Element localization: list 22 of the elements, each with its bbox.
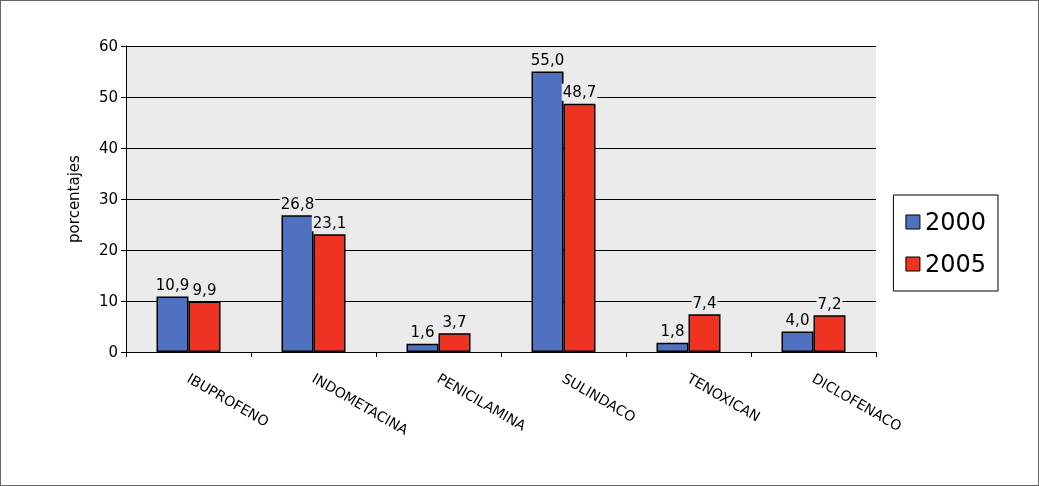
y-tick-label: 40 bbox=[98, 139, 118, 157]
data-label: 10,9 bbox=[155, 275, 190, 294]
data-label: 1,6 bbox=[410, 323, 435, 342]
data-label: 26,8 bbox=[280, 194, 315, 213]
data-label: 7,2 bbox=[817, 294, 842, 313]
data-label: 3,7 bbox=[442, 312, 467, 331]
data-label: 9,9 bbox=[192, 281, 217, 300]
legend-label: 2000 bbox=[924, 208, 986, 236]
y-tick-label: 10 bbox=[98, 292, 118, 310]
data-label: 48,7 bbox=[562, 83, 597, 102]
data-label: 23,1 bbox=[312, 213, 347, 232]
data-label: 7,4 bbox=[692, 293, 717, 312]
y-axis-title: porcentajes bbox=[64, 154, 83, 243]
data-label: 1,8 bbox=[660, 322, 685, 341]
data-label: 4,0 bbox=[785, 311, 810, 330]
y-tick-label: 20 bbox=[98, 241, 118, 259]
y-tick-label: 50 bbox=[98, 88, 118, 106]
legend-label: 2005 bbox=[924, 250, 986, 278]
y-tick-label: 30 bbox=[98, 190, 118, 208]
y-tick-label: 0 bbox=[108, 343, 118, 361]
data-label: 55,0 bbox=[530, 51, 565, 69]
y-tick-label: 60 bbox=[98, 37, 118, 55]
